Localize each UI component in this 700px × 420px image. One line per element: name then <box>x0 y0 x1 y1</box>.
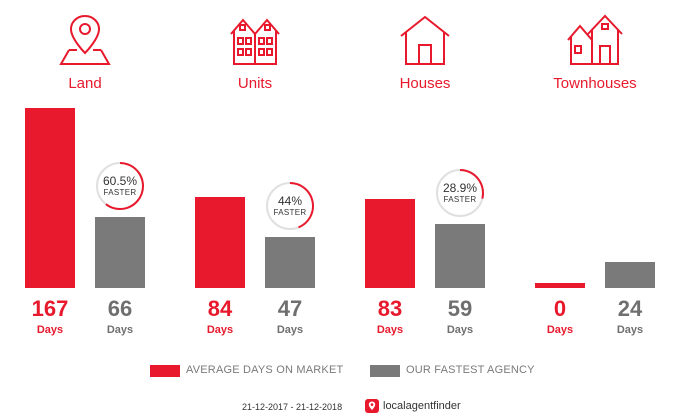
value-fastest-units: 47 <box>277 296 303 321</box>
faster-percent-houses: 28.9% <box>442 181 478 196</box>
faster-ring-land <box>96 161 144 210</box>
townhouses-icon <box>567 14 623 65</box>
bar-average-land <box>25 108 75 288</box>
faster-percent-units: 44% <box>277 194 303 209</box>
faster-word-units: FASTER <box>273 208 307 218</box>
legend-label-fastest: OUR FASTEST AGENCY <box>406 364 535 376</box>
unit-average-land: Days <box>36 324 64 336</box>
bar-average-units <box>195 197 245 288</box>
value-fastest-land: 66 <box>107 296 133 321</box>
bar-fastest-units <box>265 237 315 288</box>
value-average-land: 167 <box>31 296 69 321</box>
category-label-units: Units <box>237 75 273 92</box>
unit-fastest-units: Days <box>276 324 304 336</box>
unit-average-townhouses: Days <box>546 324 574 336</box>
unit-fastest-houses: Days <box>446 324 474 336</box>
faster-arc-units <box>289 182 314 229</box>
legend-swatch-fastest <box>370 365 400 377</box>
faster-word-houses: FASTER <box>443 195 477 205</box>
bar-fastest-houses <box>435 224 485 288</box>
unit-fastest-land: Days <box>106 324 134 336</box>
faster-text-houses: 28.9% FASTER <box>435 181 485 205</box>
localagentfinder-logo-icon <box>365 399 379 413</box>
legend-swatch-average <box>150 365 180 377</box>
house-icon <box>400 15 450 65</box>
value-average-units: 84 <box>207 296 233 321</box>
faster-text-land: 60.5% FASTER <box>95 173 145 197</box>
value-fastest-townhouses: 24 <box>617 296 643 321</box>
faster-text-units: 44% FASTER <box>265 194 315 218</box>
bar-average-townhouses <box>535 283 585 288</box>
unit-fastest-townhouses: Days <box>616 324 644 336</box>
faster-word-land: FASTER <box>103 187 137 197</box>
date-range: 21-12-2017 - 21-12-2018 <box>242 402 343 412</box>
brand-name: localagentfinder <box>383 400 461 412</box>
apartment-building-icon <box>230 18 280 65</box>
bar-fastest-townhouses <box>605 262 655 288</box>
value-average-townhouses: 0 <box>553 296 567 321</box>
faster-ring-houses <box>436 169 484 218</box>
category-label-houses: Houses <box>399 75 451 92</box>
value-average-houses: 83 <box>377 296 403 321</box>
faster-percent-land: 60.5% <box>102 173 138 188</box>
map-pin-icon <box>59 14 111 65</box>
unit-average-units: Days <box>206 324 234 336</box>
faster-ring-units <box>266 182 314 231</box>
category-label-townhouses: Townhouses <box>553 75 637 92</box>
bar-average-houses <box>365 198 415 288</box>
bar-fastest-land <box>95 216 145 288</box>
legend-label-average: AVERAGE DAYS ON MARKET <box>186 364 344 376</box>
faster-arc-houses <box>459 169 484 200</box>
category-label-land: Land <box>68 75 102 92</box>
value-fastest-houses: 59 <box>447 296 473 321</box>
faster-arc-land <box>105 161 144 210</box>
unit-average-houses: Days <box>376 324 404 336</box>
